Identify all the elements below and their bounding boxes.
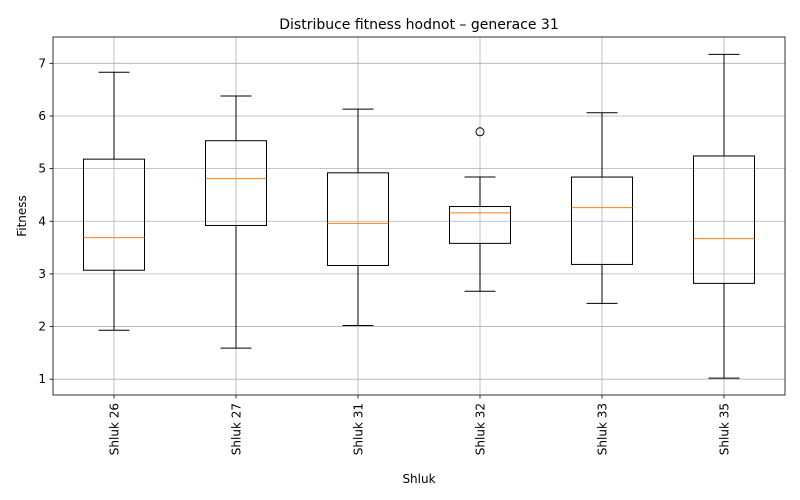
chart-title: Distribuce fitness hodnot – generace 31 <box>279 17 559 33</box>
box-group <box>449 127 511 292</box>
iqr-box <box>571 176 633 265</box>
y-axis-label: Fitness <box>15 195 29 237</box>
box-group <box>327 108 389 327</box>
y-tick-label: 5 <box>38 162 46 176</box>
iqr-box <box>205 140 267 226</box>
y-tick-label: 6 <box>38 109 46 123</box>
y-tick-label: 1 <box>38 372 46 386</box>
x-tick-label: Shluk 26 <box>108 403 122 455</box>
y-tick-label: 7 <box>38 56 46 70</box>
x-tick-label: Shluk 27 <box>230 403 244 455</box>
x-tick-label: Shluk 35 <box>718 403 732 455</box>
y-tick-label: 3 <box>38 267 46 281</box>
iqr-box <box>83 158 145 271</box>
box-group <box>693 53 755 379</box>
plot-area <box>83 53 755 379</box>
box-group <box>83 71 145 331</box>
x-tick-label: Shluk 33 <box>596 403 610 455</box>
iqr-box <box>327 172 389 266</box>
outlier-point <box>475 127 485 137</box>
axes: 1 2 3 4 5 6 7 Shluk 26 Shluk 27 Shluk 31 Shluk 32 S… <box>38 36 786 455</box>
axes-frame <box>52 36 786 396</box>
y-tick-label: 4 <box>38 214 46 228</box>
iqr-box <box>693 155 755 284</box>
box-group <box>571 112 633 304</box>
x-axis-label: Shluk <box>402 472 435 486</box>
y-tick-label: 2 <box>38 320 46 334</box>
box-group <box>205 95 267 349</box>
iqr-box <box>449 206 511 244</box>
x-tick-label: Shluk 31 <box>352 403 366 455</box>
grid <box>53 37 785 395</box>
x-tick-label: Shluk 32 <box>474 403 488 455</box>
